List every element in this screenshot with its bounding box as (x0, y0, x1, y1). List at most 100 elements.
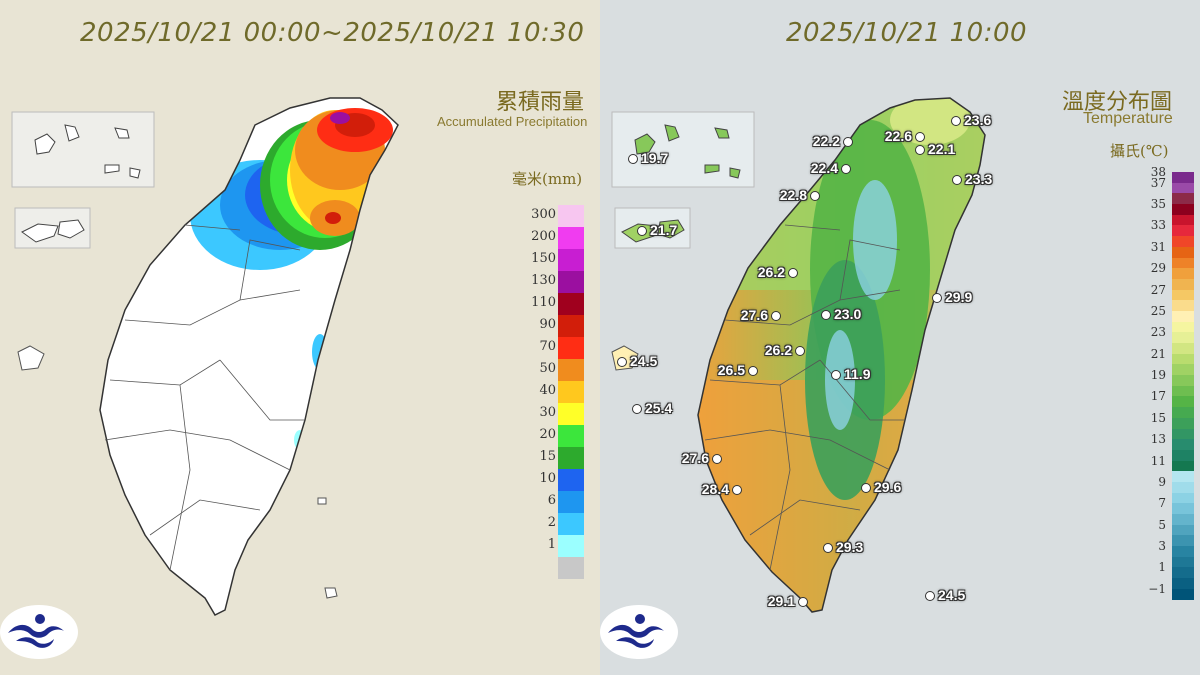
rain-scale-label: 110 (531, 295, 556, 310)
rain-scale-swatch (558, 447, 584, 469)
rain-scale-swatch (558, 425, 584, 447)
temperature-legend-title-zh: 溫度分布圖 (1062, 90, 1173, 115)
station-temperature: 26.2 (764, 342, 792, 358)
station-temperature: 29.6 (874, 479, 902, 495)
temp-scale-swatch (1172, 396, 1194, 408)
temp-scale-swatch (1172, 300, 1194, 311)
station-dot (637, 226, 647, 236)
rainfall-panel: 2025/10/21 00:00~2025/10/21 10:30 累積雨量 A… (0, 0, 600, 675)
temp-scale-label: 9 (1158, 474, 1166, 489)
station-dot (843, 137, 853, 147)
rainfall-unit: 毫米(mm) (512, 170, 583, 188)
temp-scale-row (1130, 385, 1196, 397)
rain-scale-label: 6 (547, 493, 556, 508)
temp-scale-swatch (1172, 246, 1194, 258)
rain-scale-swatch (558, 403, 584, 425)
temp-scale-label: 19 (1150, 368, 1166, 383)
temp-scale-swatch (1172, 407, 1194, 418)
temp-scale-row: 38 (1130, 166, 1196, 183)
rainfall-map (11, 97, 399, 616)
rainfall-legend-title-en: Accumulated Precipitation (437, 114, 588, 129)
temp-scale-row (1130, 193, 1196, 205)
rain-scale-swatch (558, 491, 584, 513)
temp-scale-row: 17 (1130, 390, 1196, 408)
rain-scale-swatch (558, 469, 584, 491)
rain-scale-swatch (558, 227, 584, 249)
temp-scale-swatch (1172, 257, 1194, 269)
temp-scale-label: 5 (1158, 517, 1166, 532)
temp-scale-swatch (1172, 385, 1194, 397)
station-temperature: 25.4 (645, 400, 673, 416)
station-temperature: 23.0 (834, 306, 862, 322)
station-temperature: 27.6 (740, 307, 768, 323)
station-dot (628, 154, 638, 164)
station-dot (821, 310, 831, 320)
temp-scale-label: 27 (1150, 282, 1166, 297)
temp-scale-row: 35 (1130, 198, 1196, 215)
station-temperature: 23.6 (964, 112, 992, 128)
temp-scale-label: 1 (1158, 560, 1166, 575)
temp-scale-row: 25 (1130, 304, 1196, 322)
temp-scale-swatch (1172, 503, 1194, 514)
rain-scale-label: 1 (547, 537, 556, 552)
temp-scale-row (1130, 300, 1196, 311)
temp-scale-label: 35 (1150, 197, 1166, 212)
taiwan-outline-temp (697, 97, 986, 613)
temp-scale-row (1130, 214, 1196, 226)
temp-scale-swatch (1172, 310, 1194, 322)
station-dot (798, 597, 808, 607)
station-temperature: 19.7 (641, 150, 669, 166)
rain-scale-row: 15 (520, 447, 592, 469)
temp-scale-row: −1 (1130, 582, 1196, 600)
rain-scale-swatch (558, 205, 584, 227)
rain-scale-label: 90 (539, 317, 556, 332)
rain-scale-swatch (558, 535, 584, 557)
temp-scale-swatch (1172, 332, 1194, 343)
rain-scale-swatch (558, 513, 584, 535)
temp-scale-label: 15 (1150, 410, 1166, 425)
station-temperature: 21.7 (650, 222, 678, 238)
station-dot (861, 483, 871, 493)
station-dot (951, 116, 961, 126)
station-dot (771, 311, 781, 321)
station-dot (823, 543, 833, 553)
station-temperature: 23.3 (965, 171, 993, 187)
station-dot (788, 268, 798, 278)
rain-scale-label: 150 (531, 251, 556, 266)
temp-scale-row (1130, 428, 1196, 440)
temp-scale-label: 17 (1150, 389, 1166, 404)
station-temperature: 29.1 (767, 593, 795, 609)
temp-scale-swatch (1172, 204, 1194, 215)
station-dot (932, 293, 942, 303)
temp-scale-row: 31 (1130, 240, 1196, 258)
county-borders-temp (704, 224, 905, 571)
temperature-panel: 2025/10/21 10:00 溫度分布圖 Temperature 攝氏(℃)… (600, 0, 1200, 675)
rain-scale-label: 20 (539, 427, 556, 442)
temp-scale-swatch (1172, 343, 1194, 354)
temp-scale-swatch (1172, 172, 1194, 183)
rain-scale-label: 10 (539, 471, 556, 486)
temp-scale-swatch (1172, 268, 1194, 279)
rain-scale-row: 130 (520, 271, 592, 293)
station-temperature: 29.9 (945, 289, 973, 305)
station-temperature: 27.6 (681, 450, 709, 466)
station-dot (915, 132, 925, 142)
temp-scale-swatch (1172, 535, 1194, 547)
rain-scale-label: 300 (531, 207, 556, 222)
station-temperature: 26.5 (717, 362, 745, 378)
rain-scale-label: 15 (539, 449, 556, 464)
rain-scale-row: 1 (520, 535, 592, 557)
temp-scale-label: 13 (1150, 432, 1166, 447)
temperature-map (611, 97, 986, 613)
temp-scale-row (1130, 321, 1196, 333)
rain-scale-label: 200 (531, 229, 556, 244)
temp-scale-label: 3 (1158, 539, 1166, 554)
temp-scale-row: 3 (1130, 540, 1196, 557)
rain-scale-label: 50 (539, 361, 556, 376)
rain-scale-swatch (558, 337, 584, 359)
rain-scale-swatch (558, 557, 584, 579)
rainfall-time-range: 2025/10/21 00:00~2025/10/21 10:30 (80, 18, 585, 48)
temp-scale-row: 15 (1130, 411, 1196, 429)
station-temperature: 22.2 (812, 133, 840, 149)
station-dot (925, 591, 935, 601)
